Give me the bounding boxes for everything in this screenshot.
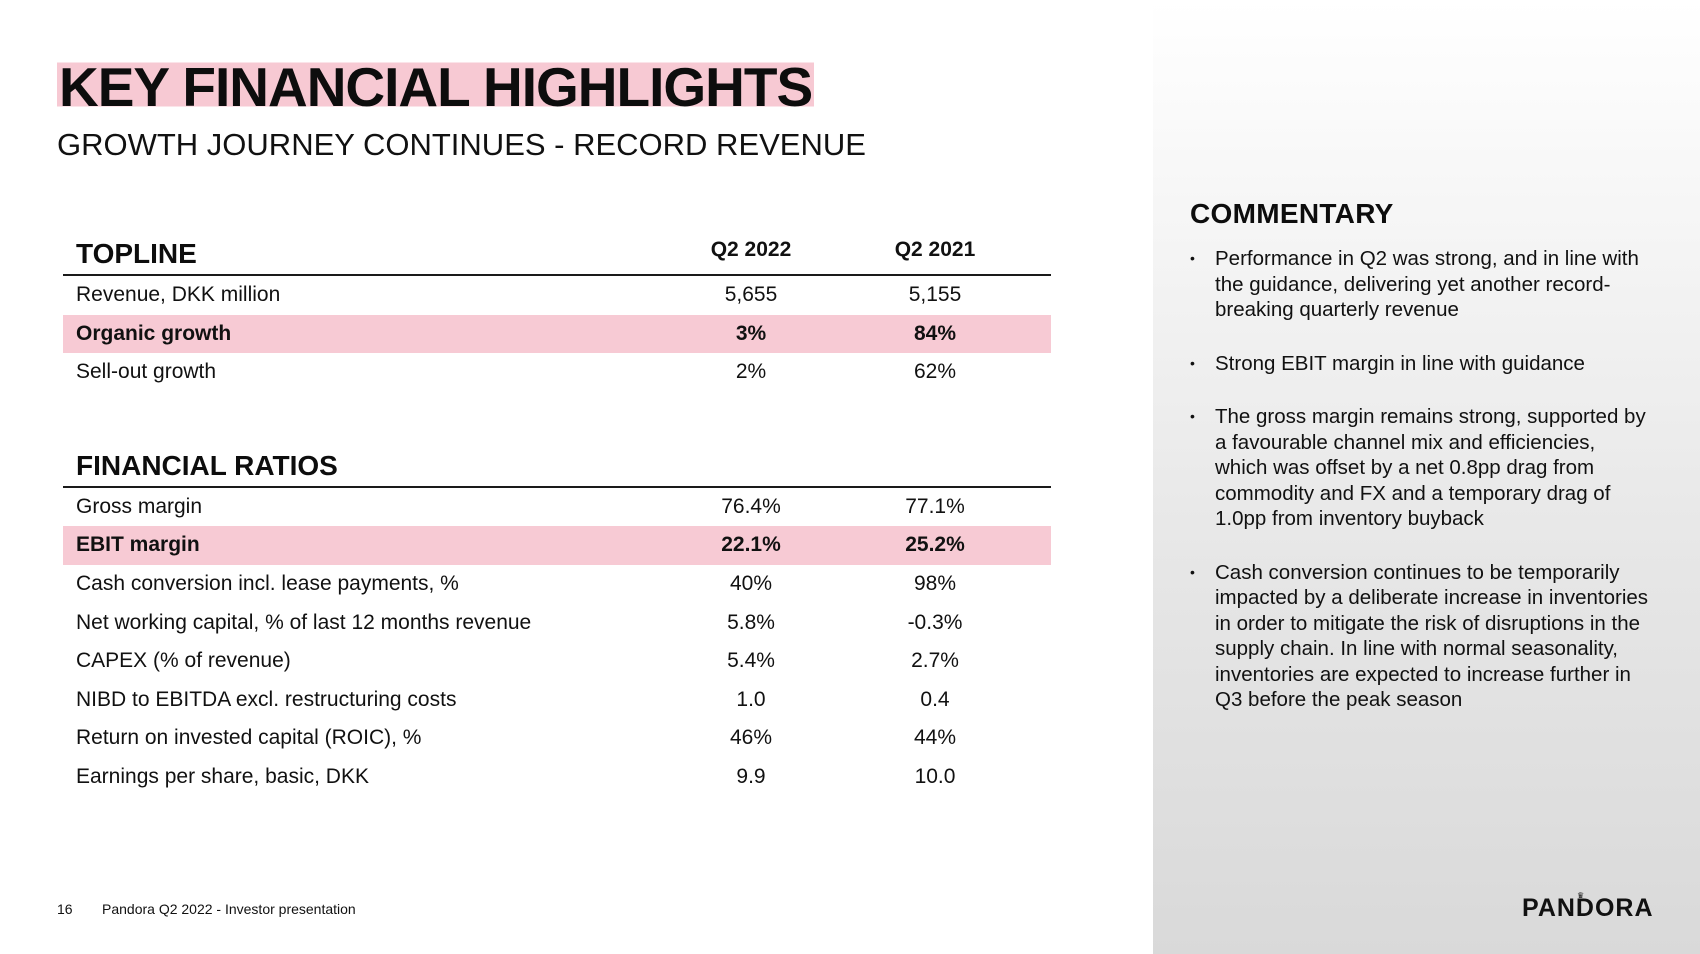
crown-icon: ♛ (1577, 891, 1585, 900)
table-row-cash-conversion: Cash conversion incl. lease payments, % … (63, 565, 1051, 604)
row-label: Organic growth (76, 321, 232, 345)
table-row-sell-out-growth: Sell-out growth 2% 62% (63, 353, 1051, 392)
commentary-section: COMMENTARY • Performance in Q2 was stron… (1190, 198, 1650, 741)
commentary-bullet: • Cash conversion continues to be tempor… (1190, 560, 1650, 713)
value-q2-2022: 5,655 (724, 283, 778, 306)
value-q2-2021: 84% (913, 321, 957, 345)
bullet-text: Performance in Q2 was strong, and in lin… (1215, 247, 1639, 321)
value-q2-2021: 0.4 (920, 687, 950, 711)
bullet-text: Cash conversion continues to be temporar… (1215, 560, 1649, 712)
table-row-organic-growth: Organic growth 3% 84% (63, 314, 1051, 354)
row-label: EBIT margin (76, 533, 200, 557)
table-row-capex: CAPEX (% of revenue) 5.4% 2.7% (63, 642, 1051, 681)
commentary-bullet: • Performance in Q2 was strong, and in l… (1190, 246, 1650, 323)
value-q2-2021: 98% (913, 571, 957, 595)
value-q2-2021: 62% (913, 360, 957, 384)
table-row-eps: Earnings per share, basic, DKK 9.9 10.0 (63, 758, 1051, 797)
value-q2-2021: 2.7% (911, 649, 959, 673)
commentary-panel-background (1153, 0, 1700, 954)
row-label: Gross margin (76, 494, 203, 518)
footer-text: Pandora Q2 2022 - Investor presentation (102, 901, 356, 917)
commentary-bullet: • Strong EBIT margin in line with guidan… (1190, 351, 1650, 377)
value-q2-2021: -0.3% (907, 610, 963, 634)
row-label: Cash conversion incl. lease payments, % (76, 571, 459, 595)
bullet-text: The gross margin remains strong, support… (1215, 405, 1646, 530)
value-q2-2021: 77.1% (905, 494, 965, 518)
bullet-dot-icon: • (1190, 250, 1195, 266)
page-subtitle: GROWTH JOURNEY CONTINUES - RECORD REVENU… (57, 127, 866, 162)
value-q2-2021: 10.0 (914, 764, 956, 788)
value-q2-2022: 76.4% (721, 494, 781, 518)
row-label: Revenue, DKK million (76, 283, 281, 306)
value-q2-2022: 2% (735, 360, 767, 384)
value-q2-2022: 9.9 (736, 764, 766, 788)
value-q2-2022: 5.4% (727, 649, 775, 673)
row-label: Earnings per share, basic, DKK (76, 764, 369, 788)
table-row-net-working-capital: Net working capital, % of last 12 months… (63, 604, 1051, 643)
row-label: Net working capital, % of last 12 months… (76, 610, 532, 634)
value-q2-2021: 25.2% (905, 533, 965, 557)
table-row-ebit-margin: EBIT margin 22.1% 25.2% (63, 526, 1051, 565)
value-q2-2022: 5.8% (727, 610, 775, 634)
ratios-header: FINANCIAL RATIOS (63, 440, 1051, 488)
value-q2-2022: 46% (729, 726, 773, 750)
ratios-heading: FINANCIAL RATIOS (76, 449, 338, 481)
table-row-nibd-to-ebitda: NIBD to EBITDA excl. restructuring costs… (63, 681, 1051, 720)
value-q2-2022: 3% (735, 321, 767, 345)
topline-heading: TOPLINE (76, 238, 197, 269)
row-label: Sell-out growth (76, 360, 217, 384)
bullet-dot-icon: • (1190, 354, 1195, 371)
commentary-bullets: • Performance in Q2 was strong, and in l… (1190, 246, 1650, 713)
row-label: NIBD to EBITDA excl. restructuring costs (76, 687, 457, 711)
bullet-dot-icon: • (1190, 563, 1195, 580)
value-q2-2021: 5,155 (908, 283, 962, 306)
value-q2-2022: 40% (729, 571, 773, 595)
title-wrap: KEY FINANCIAL HIGHLIGHTS (57, 56, 815, 118)
column-header-q2-2021: Q2 2021 (894, 238, 976, 261)
commentary-title: COMMENTARY (1190, 198, 1394, 229)
commentary-bullet: • The gross margin remains strong, suppo… (1190, 404, 1650, 532)
page-title: KEY FINANCIAL HIGHLIGHTS (57, 56, 815, 118)
table-row-gross-margin: Gross margin 76.4% 77.1% (63, 488, 1051, 527)
row-label: Return on invested capital (ROIC), % (76, 726, 422, 750)
topline-header: TOPLINE Q2 2022 Q2 2021 (63, 228, 1051, 276)
table-row-revenue: Revenue, DKK million 5,655 5,155 (63, 276, 1051, 315)
page-number: 16 (57, 901, 73, 917)
financial-table: TOPLINE Q2 2022 Q2 2021 Revenue, DKK mil… (63, 228, 1051, 797)
table-row-roic: Return on invested capital (ROIC), % 46%… (63, 719, 1051, 758)
bullet-dot-icon: • (1190, 408, 1195, 424)
pandora-logo: PANDORA (1522, 894, 1654, 922)
value-q2-2021: 44% (913, 726, 957, 750)
column-header-q2-2022: Q2 2022 (710, 238, 792, 261)
section-spacer (63, 392, 1051, 440)
row-label: CAPEX (% of revenue) (76, 649, 291, 673)
value-q2-2022: 1.0 (736, 687, 766, 711)
value-q2-2022: 22.1% (721, 533, 781, 557)
bullet-text: Strong EBIT margin in line with guidance (1215, 351, 1585, 375)
